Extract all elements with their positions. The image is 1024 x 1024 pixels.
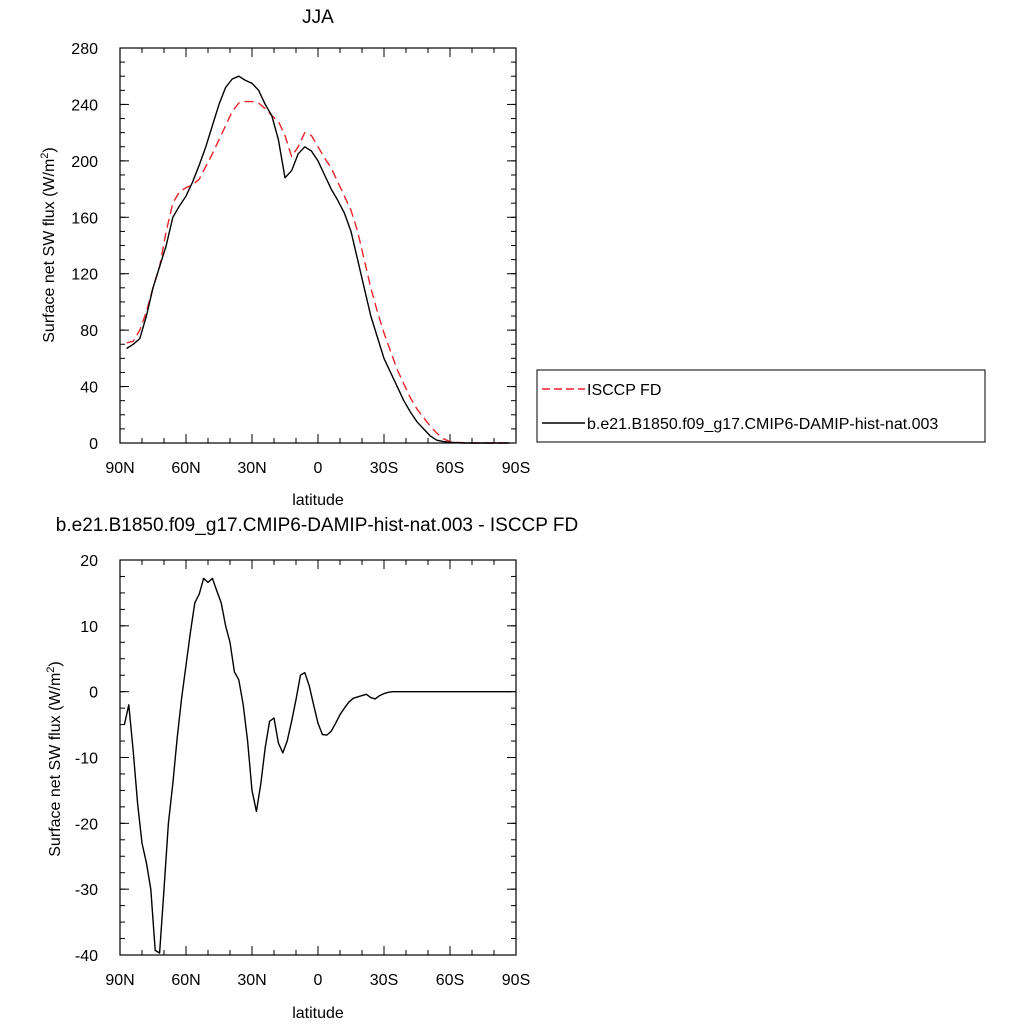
top-y-tick-label: 280 xyxy=(71,41,98,58)
bottom-y-axis-label-sup: 2 xyxy=(45,667,57,673)
top-series-line-0 xyxy=(126,100,510,444)
top-series-line-1 xyxy=(126,75,510,444)
bottom-x-tick-label: 0 xyxy=(314,972,323,989)
top-y-tick-label: 40 xyxy=(80,380,98,397)
top-chart-panel: JJA 90N 60N 30N 0 30S 60S 90S 0 40 80 120 160 200 24… xyxy=(39,7,530,509)
top-y-tick-label: 0 xyxy=(89,436,98,453)
bottom-ticks xyxy=(119,559,517,956)
bottom-y-tick-labels: -40 -30 -20 -10 0 10 20 xyxy=(75,553,98,965)
legend-label-model: b.e21.B1850.f09_g17.CMIP6-DAMIP-hist-nat… xyxy=(587,416,938,433)
top-x-axis-label: latitude xyxy=(292,492,344,509)
bottom-y-tick-label: 20 xyxy=(80,553,98,570)
top-x-tick-label: 90S xyxy=(502,460,530,477)
top-y-tick-label: 240 xyxy=(71,97,98,114)
top-y-tick-label: 160 xyxy=(71,210,98,227)
bottom-y-axis-label-close: ) xyxy=(47,661,64,666)
bottom-y-axis-label-main: Surface net SW flux (W/m xyxy=(47,673,64,857)
bottom-y-tick-label: 10 xyxy=(80,619,98,636)
top-plot-frame xyxy=(119,47,517,444)
bottom-y-tick-label: 0 xyxy=(89,685,98,702)
top-chart-legend: ISCCP FD b.e21.B1850.f09_g17.CMIP6-DAMIP… xyxy=(536,369,986,443)
bottom-x-tick-label: 90N xyxy=(105,972,134,989)
bottom-x-tick-label: 30N xyxy=(237,972,266,989)
top-y-axis-label-sup: 2 xyxy=(39,153,51,159)
top-x-tick-label: 60N xyxy=(171,460,200,477)
bottom-x-tick-label: 60S xyxy=(436,972,464,989)
bottom-x-tick-labels: 90N 60N 30N 0 30S 60S 90S xyxy=(105,972,530,989)
bottom-series-group xyxy=(123,577,512,954)
top-y-tick-label: 120 xyxy=(71,267,98,284)
bottom-x-tick-label: 30S xyxy=(370,972,398,989)
bottom-x-tick-label: 60N xyxy=(171,972,200,989)
top-y-axis-label-close: ) xyxy=(41,147,58,152)
top-y-axis-label-main: Surface net SW flux (W/m xyxy=(41,159,58,343)
top-y-tick-labels: 0 40 80 120 160 200 240 280 xyxy=(71,41,98,453)
top-chart-title: JJA xyxy=(302,7,334,28)
top-y-axis-label: Surface net SW flux (W/m2) xyxy=(39,147,58,343)
top-y-tick-label: 80 xyxy=(80,323,98,340)
top-x-tick-label: 0 xyxy=(314,460,323,477)
bottom-chart-title: b.e21.B1850.f09_g17.CMIP6-DAMIP-hist-nat… xyxy=(56,515,578,536)
legend-box xyxy=(536,369,986,443)
top-x-tick-label: 60S xyxy=(436,460,464,477)
bottom-series-line-0 xyxy=(123,577,512,954)
bottom-x-axis-label: latitude xyxy=(292,1005,344,1022)
top-ticks xyxy=(119,47,517,444)
bottom-y-tick-label: -40 xyxy=(75,948,98,965)
bottom-y-tick-label: -30 xyxy=(75,882,98,899)
legend-label-isccp: ISCCP FD xyxy=(587,382,661,399)
bottom-plot-frame xyxy=(119,559,517,956)
bottom-y-tick-label: -20 xyxy=(75,816,98,833)
top-x-tick-label: 90N xyxy=(105,460,134,477)
bottom-x-tick-label: 90S xyxy=(502,972,530,989)
top-x-tick-label: 30N xyxy=(237,460,266,477)
bottom-y-tick-label: -10 xyxy=(75,751,98,768)
top-series-group xyxy=(126,75,510,444)
top-x-tick-labels: 90N 60N 30N 0 30S 60S 90S xyxy=(105,460,530,477)
top-y-tick-label: 200 xyxy=(71,154,98,171)
bottom-y-axis-label: Surface net SW flux (W/m2) xyxy=(45,661,64,857)
top-x-tick-label: 30S xyxy=(370,460,398,477)
bottom-chart-panel: b.e21.B1850.f09_g17.CMIP6-DAMIP-hist-nat… xyxy=(45,515,578,1022)
